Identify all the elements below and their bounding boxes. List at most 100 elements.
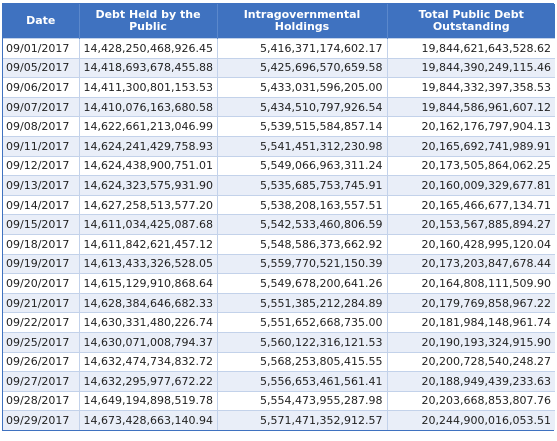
- cell-total-public-debt: 19,844,332,397,358.53: [387, 77, 555, 98]
- cell-debt-held-by-public: 14,611,842,621,457.12: [79, 233, 218, 255]
- cell-debt-held-by-public: 14,630,331,480,226.74: [79, 312, 218, 333]
- cell-date: 09/01/2017: [3, 38, 80, 59]
- cell-date: 09/15/2017: [3, 214, 80, 235]
- cell-intragovernmental-holdings: 5,425,696,570,659.58: [217, 57, 388, 78]
- table-row: 09/18/2017 14,611,842,621,457.12 5,548,586…: [3, 233, 555, 255]
- table-row: 09/15/2017 14,611,034,425,087.68 5,542,533…: [3, 214, 555, 235]
- cell-total-public-debt: 20,173,203,847,678.44: [387, 253, 555, 274]
- column-header-total-public-debt[interactable]: Total Public Debt Outstanding: [387, 4, 555, 39]
- cell-intragovernmental-holdings: 5,548,586,373,662.92: [217, 233, 388, 255]
- cell-debt-held-by-public: 14,628,384,646,682.33: [79, 292, 218, 313]
- cell-debt-held-by-public: 14,632,474,734,832.72: [79, 351, 218, 372]
- cell-intragovernmental-holdings: 5,538,208,163,557.51: [217, 194, 388, 215]
- cell-date: 09/14/2017: [3, 194, 80, 215]
- cell-total-public-debt: 20,153,567,885,894.27: [387, 214, 555, 235]
- cell-debt-held-by-public: 14,428,250,468,926.45: [79, 38, 218, 59]
- cell-date: 09/13/2017: [3, 175, 80, 196]
- cell-intragovernmental-holdings: 5,571,471,352,912.57: [217, 410, 388, 431]
- table-row: 09/28/2017 14,649,194,898,519.78 5,554,473…: [3, 390, 555, 411]
- table-row: 09/14/2017 14,627,258,513,577.20 5,538,208…: [3, 194, 555, 215]
- table-row: 09/07/2017 14,410,076,163,680.58 5,434,510…: [3, 96, 555, 117]
- cell-intragovernmental-holdings: 5,542,533,460,806.59: [217, 214, 388, 235]
- cell-intragovernmental-holdings: 5,554,473,955,287.98: [217, 390, 388, 411]
- cell-total-public-debt: 20,160,428,995,120.04: [387, 233, 555, 255]
- table-row: 09/22/2017 14,630,331,480,226.74 5,551,652…: [3, 312, 555, 333]
- cell-total-public-debt: 20,200,728,540,248.27: [387, 351, 555, 372]
- table-row: 09/27/2017 14,632,295,977,672.22 5,556,653…: [3, 371, 555, 392]
- cell-intragovernmental-holdings: 5,539,515,584,857.14: [217, 116, 388, 137]
- cell-total-public-debt: 19,844,621,643,528.62: [387, 38, 555, 59]
- table-header: Date Debt Held by the Public Intragovern…: [3, 4, 555, 39]
- cell-debt-held-by-public: 14,673,428,663,140.94: [79, 410, 218, 431]
- cell-total-public-debt: 19,844,586,961,607.12: [387, 96, 555, 117]
- cell-date: 09/08/2017: [3, 116, 80, 137]
- cell-date: 09/25/2017: [3, 331, 80, 352]
- table-row: 09/08/2017 14,622,661,213,046.99 5,539,515…: [3, 116, 555, 137]
- table-row: 09/25/2017 14,630,071,008,794.37 5,560,122…: [3, 331, 555, 352]
- cell-total-public-debt: 20,179,769,858,967.22: [387, 292, 555, 313]
- table-row: 09/26/2017 14,632,474,734,832.72 5,568,253…: [3, 351, 555, 372]
- cell-total-public-debt: 20,165,466,677,134.71: [387, 194, 555, 215]
- cell-debt-held-by-public: 14,630,071,008,794.37: [79, 331, 218, 352]
- cell-intragovernmental-holdings: 5,535,685,753,745.91: [217, 175, 388, 196]
- cell-debt-held-by-public: 14,632,295,977,672.22: [79, 371, 218, 392]
- cell-intragovernmental-holdings: 5,556,653,461,561.41: [217, 371, 388, 392]
- cell-total-public-debt: 20,188,949,439,233.63: [387, 371, 555, 392]
- table-row: 09/06/2017 14,411,300,801,153.53 5,433,031…: [3, 77, 555, 98]
- table-row: 09/19/2017 14,613,433,326,528.05 5,559,770…: [3, 253, 555, 274]
- cell-total-public-debt: 20,181,984,148,961.74: [387, 312, 555, 333]
- cell-total-public-debt: 20,164,808,111,509.90: [387, 273, 555, 294]
- cell-date: 09/19/2017: [3, 253, 80, 274]
- table-row: 09/12/2017 14,624,438,900,751.01 5,549,066…: [3, 155, 555, 176]
- cell-date: 09/26/2017: [3, 351, 80, 372]
- cell-date: 09/18/2017: [3, 233, 80, 255]
- debt-table-container: Date Debt Held by the Public Intragovern…: [2, 3, 555, 432]
- cell-date: 09/11/2017: [3, 135, 80, 157]
- cell-date: 09/29/2017: [3, 410, 80, 431]
- table-row: 09/01/2017 14,428,250,468,926.45 5,416,371…: [3, 38, 555, 59]
- table-row: 09/20/2017 14,615,129,910,868.64 5,549,678…: [3, 273, 555, 294]
- debt-table: Date Debt Held by the Public Intragovern…: [3, 4, 555, 431]
- cell-total-public-debt: 20,160,009,329,677.81: [387, 175, 555, 196]
- cell-debt-held-by-public: 14,613,433,326,528.05: [79, 253, 218, 274]
- cell-intragovernmental-holdings: 5,551,652,668,735.00: [217, 312, 388, 333]
- cell-total-public-debt: 20,190,193,324,915.90: [387, 331, 555, 352]
- cell-intragovernmental-holdings: 5,559,770,521,150.39: [217, 253, 388, 274]
- cell-date: 09/27/2017: [3, 371, 80, 392]
- cell-date: 09/07/2017: [3, 96, 80, 117]
- header-row: Date Debt Held by the Public Intragovern…: [3, 4, 555, 39]
- cell-total-public-debt: 19,844,390,249,115.46: [387, 57, 555, 78]
- table-row: 09/05/2017 14,418,693,678,455.88 5,425,696…: [3, 57, 555, 78]
- table-row: 09/11/2017 14,624,241,429,758.93 5,541,451…: [3, 135, 555, 157]
- cell-date: 09/12/2017: [3, 155, 80, 176]
- cell-intragovernmental-holdings: 5,549,678,200,641.26: [217, 273, 388, 294]
- column-header-debt-held-by-public[interactable]: Debt Held by the Public: [79, 4, 218, 39]
- cell-intragovernmental-holdings: 5,434,510,797,926.54: [217, 96, 388, 117]
- cell-intragovernmental-holdings: 5,560,122,316,121.53: [217, 331, 388, 352]
- cell-total-public-debt: 20,162,176,797,904.13: [387, 116, 555, 137]
- cell-debt-held-by-public: 14,611,034,425,087.68: [79, 214, 218, 235]
- cell-intragovernmental-holdings: 5,416,371,174,602.17: [217, 38, 388, 59]
- cell-debt-held-by-public: 14,624,241,429,758.93: [79, 135, 218, 157]
- cell-debt-held-by-public: 14,624,323,575,931.90: [79, 175, 218, 196]
- cell-total-public-debt: 20,203,668,853,807.76: [387, 390, 555, 411]
- cell-date: 09/22/2017: [3, 312, 80, 333]
- cell-date: 09/20/2017: [3, 273, 80, 294]
- cell-debt-held-by-public: 14,649,194,898,519.78: [79, 390, 218, 411]
- cell-total-public-debt: 20,244,900,016,053.51: [387, 410, 555, 431]
- table-row: 09/29/2017 14,673,428,663,140.94 5,571,471…: [3, 410, 555, 431]
- cell-debt-held-by-public: 14,622,661,213,046.99: [79, 116, 218, 137]
- table-row: 09/13/2017 14,624,323,575,931.90 5,535,685…: [3, 175, 555, 196]
- cell-intragovernmental-holdings: 5,551,385,212,284.89: [217, 292, 388, 313]
- table-body: 09/01/2017 14,428,250,468,926.45 5,416,371…: [3, 38, 555, 431]
- cell-intragovernmental-holdings: 5,568,253,805,415.55: [217, 351, 388, 372]
- column-header-date[interactable]: Date: [3, 4, 80, 39]
- column-header-intragovernmental-holdings[interactable]: Intragovernmental Holdings: [217, 4, 388, 39]
- cell-debt-held-by-public: 14,418,693,678,455.88: [79, 57, 218, 78]
- cell-date: 09/28/2017: [3, 390, 80, 411]
- cell-total-public-debt: 20,165,692,741,989.91: [387, 135, 555, 157]
- cell-intragovernmental-holdings: 5,541,451,312,230.98: [217, 135, 388, 157]
- cell-debt-held-by-public: 14,615,129,910,868.64: [79, 273, 218, 294]
- cell-debt-held-by-public: 14,624,438,900,751.01: [79, 155, 218, 176]
- cell-intragovernmental-holdings: 5,549,066,963,311.24: [217, 155, 388, 176]
